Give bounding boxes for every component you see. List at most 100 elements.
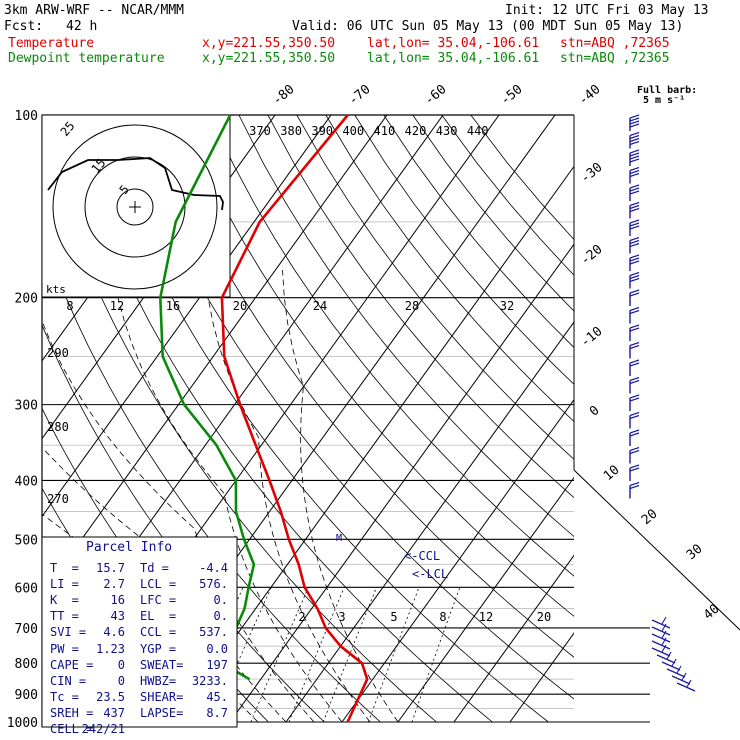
dewpoint-legend: Dewpoint temperature: [8, 51, 165, 66]
valid-time: Valid: 06 UTC Sun 05 May 13 (00 MDT Sun …: [292, 19, 684, 34]
parcel-info-cell: 576.: [199, 577, 228, 592]
wind-barb-flag: [629, 204, 640, 210]
hodograph-trace: [47, 157, 224, 211]
mixing-ratio-label: 28: [405, 299, 419, 313]
parcel-info-cell: CELL =: [50, 722, 94, 736]
wind-barb-flag: [629, 260, 640, 265]
wind-barb-flag: [629, 257, 640, 262]
theta-label: 420: [405, 124, 427, 138]
mixing-ratio-label: 8: [66, 299, 73, 313]
wind-barb-flag: [629, 292, 640, 297]
isotherm-label: -80: [270, 82, 298, 109]
parcel-info-cell: 45.: [206, 689, 228, 704]
wind-barb-staff: [651, 626, 671, 636]
mixing-ratio-label: 8: [439, 610, 446, 624]
wind-barb-flag: [629, 376, 640, 382]
wind-barb-staff: [671, 675, 691, 685]
pressure-label: 200: [15, 292, 38, 307]
parcel-info-cell: LI =: [50, 577, 79, 592]
isotherm-line: [397, 476, 574, 723]
hodograph-ring: [52, 124, 218, 290]
theta-label: 400: [342, 124, 364, 138]
dry-adiabat: [325, 115, 574, 423]
parcel-info-cell: 23.5: [96, 689, 125, 704]
wind-barb-flag: [629, 190, 640, 195]
moist-adiabat: [112, 269, 343, 723]
wind-barb-flag: [629, 187, 640, 192]
wind-barb-staff: [651, 647, 671, 657]
wind-barb-flag: [629, 449, 640, 455]
parcel-info-cell: 0.: [213, 609, 228, 624]
dry-adiabat: [209, 115, 574, 577]
dry-adiabat: [267, 115, 574, 499]
wind-barb-flag: [629, 394, 640, 399]
dry-adiabat: [441, 115, 574, 276]
parcel-info-cell: K =: [50, 593, 79, 608]
wind-barbs: [629, 114, 696, 692]
parcel-info-cell: 16: [110, 593, 125, 608]
m-marker: M: [336, 533, 342, 544]
wind-barb-flag: [629, 239, 640, 245]
parcel-info-cell: Td =: [140, 561, 169, 575]
theta-label: 430: [436, 124, 458, 138]
wind-barb-flag: [629, 117, 640, 122]
wind-barb-flag: [629, 324, 640, 329]
wind-barb-staff: [661, 661, 681, 671]
wind-barb-staff: [656, 654, 676, 664]
wind-barb-staff: [651, 640, 671, 650]
wind-barb-flag: [629, 414, 640, 420]
parcel-info-cell: 0: [117, 673, 125, 688]
parcel-info-cell: 4.6: [103, 625, 125, 640]
mixing-ratio-label: 32: [500, 299, 514, 313]
pressure-label: 700: [15, 622, 38, 637]
frame-diagonal: [573, 469, 740, 631]
wind-barb-flag: [629, 467, 640, 472]
wind-barb-flag: [629, 362, 640, 367]
theta-label: 440: [467, 124, 489, 138]
temperature-profile: [220, 114, 369, 723]
wind-barb-staff: [676, 682, 696, 692]
isotherm-label: -50: [498, 82, 526, 109]
wind-barb-flag: [629, 484, 640, 490]
isotherm-line: [173, 165, 574, 723]
parcel-info-cell: 1.23: [96, 641, 125, 656]
moist-adiabat: [282, 269, 399, 723]
wind-barb-flag: [676, 665, 682, 674]
wind-barb-flag: [629, 172, 640, 178]
dry-adiabat: [151, 115, 574, 658]
parcel-info-box: [41, 536, 238, 728]
temperature-stn: stn=ABQ ,72365: [560, 36, 670, 51]
temperature-latlon: lat,lon= 35.04,-106.61: [367, 36, 540, 51]
wind-barb-flag: [681, 672, 687, 681]
parcel-info-title: Parcel Info: [86, 540, 173, 555]
hodograph-units: kts: [46, 283, 66, 296]
wind-barb-flag: [661, 616, 667, 625]
lcl-marker: <-LCL: [412, 567, 448, 581]
dry-adiabat: [354, 115, 574, 385]
parcel-info-cell: Tc =: [50, 689, 79, 704]
wind-barb-flag: [629, 397, 640, 402]
parcel-info-cell: 242/21: [81, 722, 125, 736]
mixing-ratio-label: 2: [298, 610, 305, 624]
mixing-ratio-label: 20: [537, 610, 551, 624]
theta-label: 390: [311, 124, 333, 138]
isotherm-line: [341, 398, 574, 723]
wind-barb-flag: [629, 446, 640, 452]
theta-label: 370: [249, 124, 271, 138]
parcel-info-cell: PW =: [50, 641, 79, 656]
wind-barb-flag: [629, 254, 640, 259]
parcel-info-cell: LCL =: [140, 577, 177, 592]
fcst-label: Fcst:: [4, 19, 44, 34]
parcel-info-cell: 8.7: [206, 705, 228, 720]
wind-barb-flag: [629, 149, 640, 154]
wind-barb-flag: [629, 271, 640, 277]
parcel-info-cell: LFC =: [140, 593, 177, 608]
isotherm-label: 40: [701, 602, 723, 624]
dewpoint-xy: x,y=221.55,350.50: [202, 51, 336, 66]
wind-barb-flag: [629, 274, 640, 280]
parcel-info-cell: CCL =: [140, 625, 177, 640]
wind-barb-staff: [666, 668, 686, 678]
wind-barb-flag: [629, 222, 640, 227]
theta-label: 290: [47, 346, 69, 360]
